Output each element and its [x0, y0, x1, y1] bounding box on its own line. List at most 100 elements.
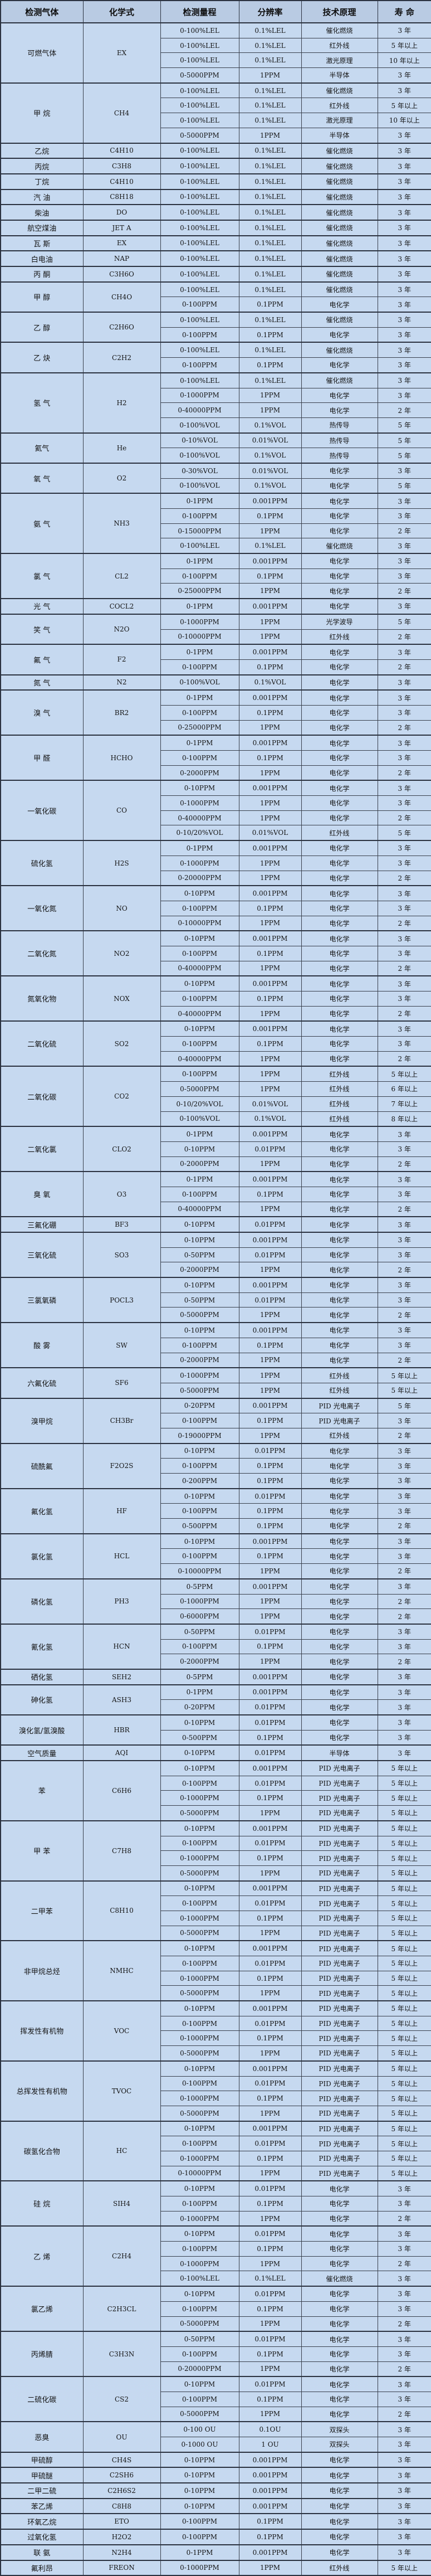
- table-row: 氨 气 NH3 0-1PPM 0.001PPM 电化学 3 年: [0, 493, 431, 554]
- gas-name-cell: 甲硫醚: [0, 2467, 84, 2483]
- table-row: 0-100PPM 0.1PPM 电化学 3 年: [1, 327, 431, 343]
- formula-cell: NMHC: [82, 1940, 161, 2001]
- range-cell: 0-10PPM: [160, 1744, 239, 1761]
- table-row: 联 氨 N2H4 0-1PPM 0.001PPM 电化学 3 年: [0, 2544, 431, 2560]
- table-row: 甲 苯 C7H8 0-10PPM 0.001PPM PID 光电离子 5 年以上: [0, 1820, 431, 1882]
- principle-cell: PID 光电离子: [301, 2136, 378, 2151]
- gas-name-cell: 氦气: [0, 432, 84, 464]
- gas-name-cell: 二硫化碳: [0, 2376, 84, 2422]
- lifespan-cell: 3 年: [377, 2544, 431, 2560]
- table-row: 氰化氢 HCN 0-50PPM 0.01PPM 电化学 3 年: [0, 1623, 431, 1670]
- gas-name-cell: 甲 醇: [0, 281, 84, 313]
- principle-cell: 催化燃烧: [301, 312, 378, 328]
- resolution-cell: 0.1PPM: [238, 2030, 302, 2047]
- range-cell: 0-20000PPM: [160, 870, 239, 886]
- range-cell: 0-10PPM: [160, 2225, 239, 2242]
- lifespan-cell: 3 年: [377, 704, 431, 721]
- range-cell: 0-10PPM: [160, 1141, 239, 1157]
- range-cell: 0-1PPM: [160, 1126, 239, 1142]
- lifespan-cell: 2 年: [377, 2316, 431, 2332]
- formula-cell: SW: [82, 1322, 161, 1368]
- lifespan-cell: 5 年以上: [377, 37, 431, 54]
- range-cell: 0-1000PPM: [160, 2091, 239, 2106]
- principle-cell: 电化学: [301, 2196, 378, 2212]
- range-cell: 0-1PPM: [160, 644, 239, 660]
- resolution-cell: 1PPM: [238, 2406, 302, 2422]
- resolution-cell: 0.1PPM: [238, 2196, 302, 2212]
- principle-cell: PID 光电离子: [301, 1895, 378, 1911]
- gas-name-cell: 氯化氢: [0, 1533, 84, 1579]
- lifespan-cell: 5 年以上: [377, 1940, 431, 1957]
- table-row: 丙烷 C3H8 0-100%LEL 0.1%LEL 催化燃烧 3 年: [0, 158, 431, 174]
- resolution-cell: 0.01PPM: [238, 1442, 302, 1459]
- lifespan-cell: 2 年: [377, 1608, 431, 1625]
- range-cell: 0-1000PPM: [160, 1850, 239, 1866]
- resolution-cell: 0.001PPM: [238, 2544, 302, 2560]
- lifespan-cell: 3 年: [377, 2346, 431, 2362]
- principle-cell: 红外线: [301, 1427, 378, 1444]
- lifespan-cell: 5 年以上: [377, 1880, 431, 1897]
- range-cell: 0-100PPM: [160, 659, 239, 675]
- table-row: 汽 油 C8H18 0-100%LEL 0.1%LEL 催化燃烧 3 年: [0, 188, 431, 205]
- resolution-cell: 0.01%VOL: [238, 1096, 302, 1112]
- gas-name-cell: 臭 氧: [0, 1171, 84, 1217]
- lifespan-cell: 5 年以上: [377, 1850, 431, 1866]
- gas-name-cell: 三氯氧磷: [0, 1277, 84, 1323]
- principle-cell: 催化燃烧: [301, 538, 378, 554]
- table-row: 0-40000PPM 1PPM 电化学 2 年: [1, 810, 431, 826]
- table-row: 0-2000PPM 1PPM 电化学 2 年: [1, 1262, 431, 1278]
- resolution-cell: 1PPM: [238, 1805, 302, 1821]
- table-row: 0-100%LEL 0.1%LEL 催化燃烧 3 年: [1, 2271, 431, 2287]
- lifespan-cell: 3 年: [377, 1036, 431, 1052]
- resolution-cell: 0.1PPM: [238, 1970, 302, 1986]
- table-row: 0-100%LEL 0.1%LEL 激光原理 10 年以上: [1, 52, 431, 69]
- range-cell: 0-5000PPM: [160, 127, 239, 144]
- lifespan-cell: 3 年: [377, 1292, 431, 1308]
- lifespan-cell: 2 年: [377, 1307, 431, 1323]
- principle-cell: 电化学: [301, 991, 378, 1007]
- range-cell: 0-100PPM: [160, 1066, 239, 1082]
- resolution-cell: 1PPM: [238, 2045, 302, 2062]
- principle-cell: 红外线: [301, 1382, 378, 1399]
- lifespan-cell: 5 年以上: [377, 2000, 431, 2016]
- gas-name-cell: 二氧化碳: [0, 1066, 84, 1127]
- range-cell: 0-1000PPM: [160, 2030, 239, 2047]
- lifespan-cell: 5 年以上: [377, 1925, 431, 1941]
- resolution-cell: 0.001PPM: [238, 598, 302, 615]
- principle-cell: PID 光电离子: [301, 1940, 378, 1957]
- formula-cell: SF6: [82, 1367, 161, 1399]
- lifespan-cell: 7 年以上: [377, 1096, 431, 1112]
- table-row: 0-500PPM 0.1PPM 电化学 2 年: [1, 1518, 431, 1534]
- principle-cell: 电化学: [301, 1141, 378, 1157]
- resolution-cell: 0.001PPM: [238, 885, 302, 901]
- table-row: 0-100%VOL 0.1%VOL 电化学 5 年: [1, 478, 431, 494]
- range-cell: 0-10PPM: [160, 1442, 239, 1459]
- resolution-cell: 0.001PPM: [238, 975, 302, 992]
- table-row: 0-2000PPM 1PPM 电化学 2 年: [1, 1654, 431, 1670]
- resolution-cell: 0.1PPM: [238, 1729, 302, 1746]
- range-cell: 0-1PPM: [160, 2544, 239, 2560]
- lifespan-cell: 3 年: [377, 855, 431, 871]
- gas-name-cell: 溴化氢/氢溴酸: [0, 1714, 84, 1746]
- table-row: 0-5000PPM 1PPM PID 光电离子 5 年以上: [1, 1925, 431, 1941]
- resolution-cell: 0.01PPM: [238, 2225, 302, 2242]
- range-cell: 0-100%LEL: [160, 52, 239, 69]
- formula-cell: CS2: [82, 2376, 161, 2422]
- lifespan-cell: 3 年: [377, 493, 431, 509]
- principle-cell: PID 光电离子: [301, 1970, 378, 1986]
- table-row: 0-1000PPM 1PPM 电化学 2 年: [1, 2256, 431, 2272]
- resolution-cell: 1PPM: [238, 1081, 302, 1097]
- resolution-cell: 1PPM: [238, 1005, 302, 1022]
- table-row: 0-2000PPM 1PPM 电化学 2 年: [1, 765, 431, 781]
- principle-cell: 催化燃烧: [301, 266, 378, 283]
- lifespan-cell: 3 年: [377, 281, 431, 298]
- resolution-cell: 0.1PPM: [238, 1036, 302, 1052]
- range-cell: 0-10PPM: [160, 1760, 239, 1776]
- table-row: 丙 酮 C3H6O 0-100%LEL 0.1%LEL 催化燃烧 3 年: [0, 266, 431, 283]
- table-row: 0-20PPM 0.01PPM 电化学 3 年: [1, 1699, 431, 1715]
- table-row: 磷化氢 PH3 0-5PPM 0.001PPM 电化学 3 年: [0, 1578, 431, 1625]
- table-row: 氮 气 N2 0-100%VOL 0.1%VOL 电化学 3 年: [0, 674, 431, 691]
- formula-cell: C2H6S2: [82, 2482, 161, 2499]
- gas-name-cell: 苯: [0, 1760, 84, 1821]
- resolution-cell: 0.001PPM: [238, 2120, 302, 2137]
